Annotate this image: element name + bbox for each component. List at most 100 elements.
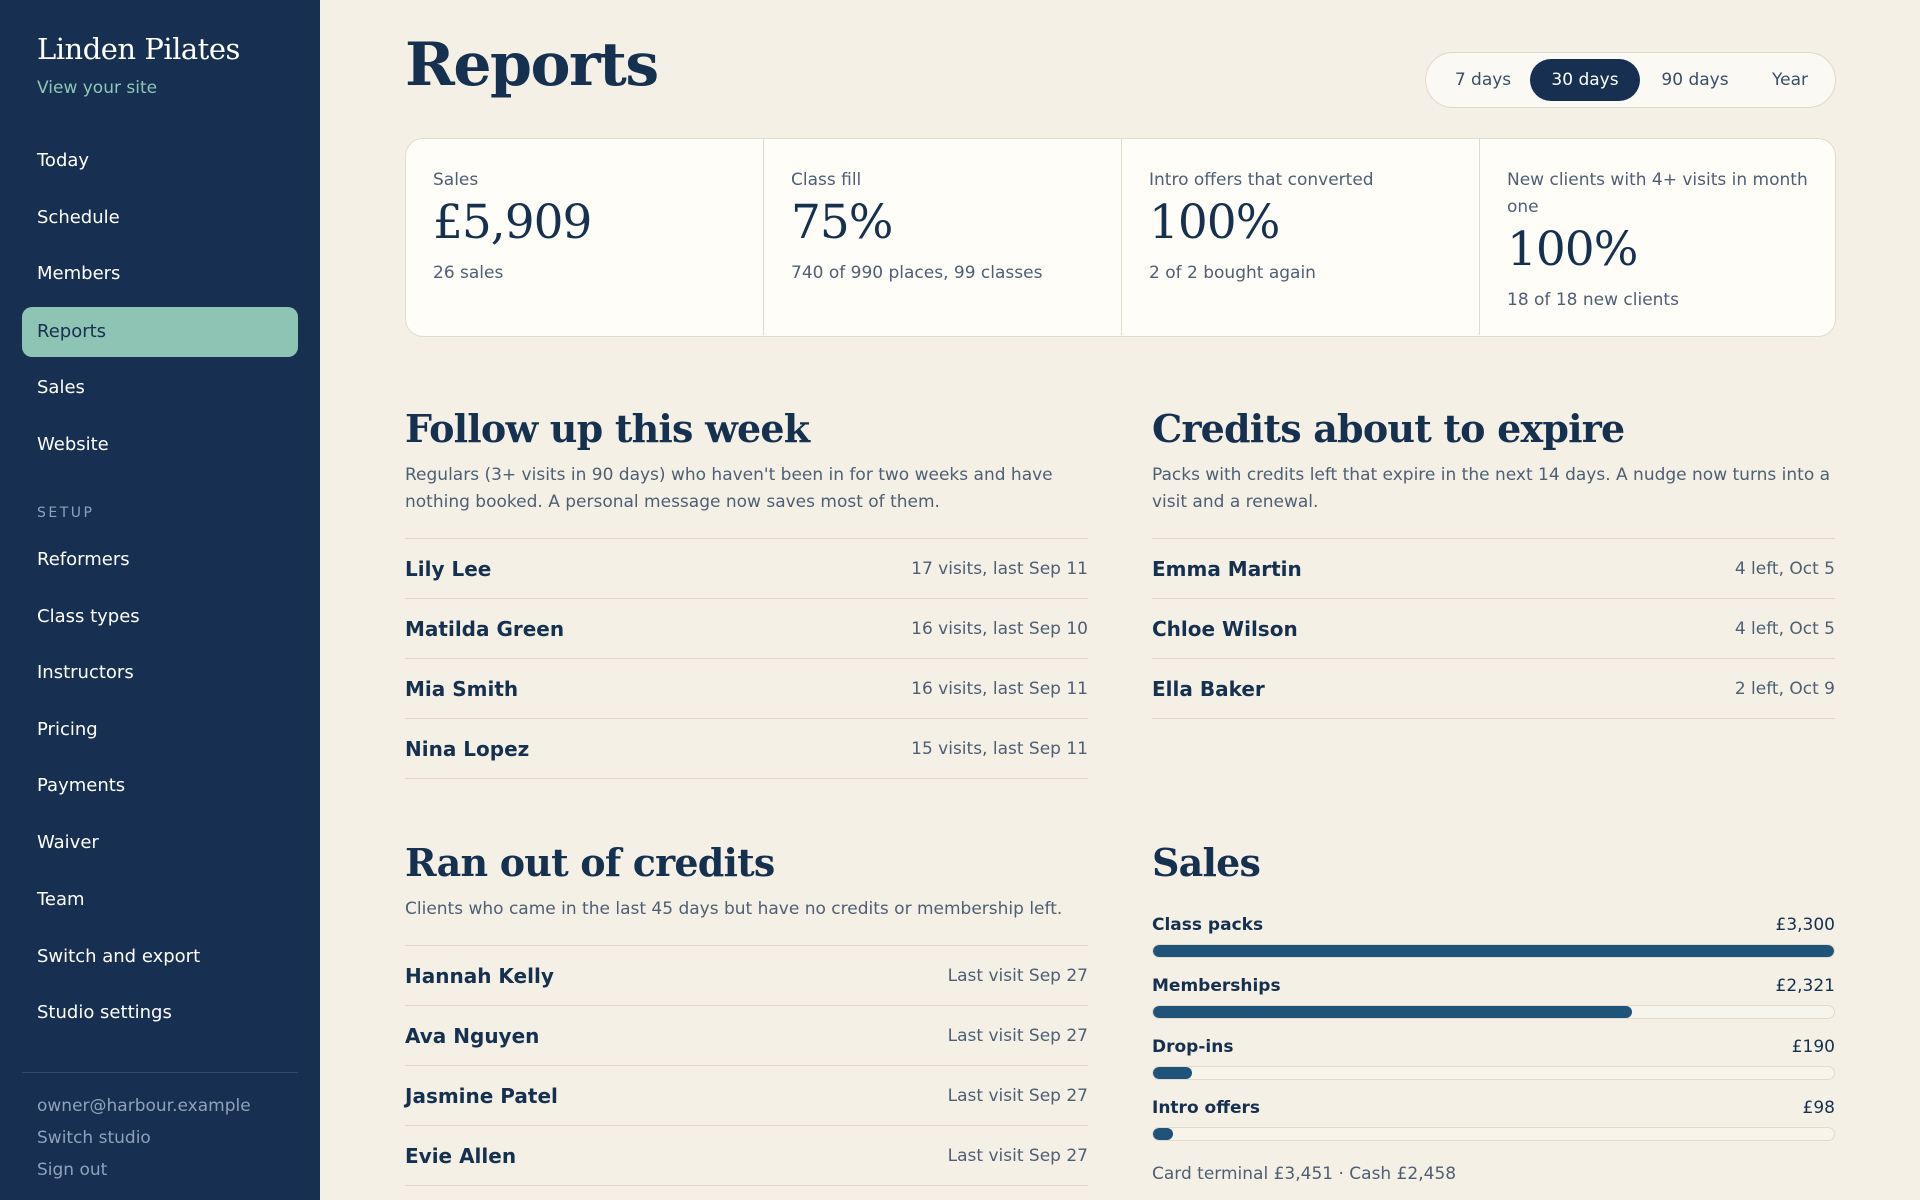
- stats-card: Sales £5,909 26 sales Class fill 75% 740…: [405, 138, 1836, 337]
- sales-bar-track: [1152, 1066, 1835, 1080]
- nav-item-studio-settings[interactable]: Studio settings: [37, 1002, 172, 1023]
- stat-sub: 18 of 18 new clients: [1507, 290, 1679, 310]
- nav-item-switch-and-export[interactable]: Switch and export: [37, 946, 201, 967]
- range-7-days[interactable]: 7 days: [1454, 70, 1512, 90]
- sales-amount: £3,300: [1775, 915, 1835, 935]
- nav-item-reports[interactable]: Reports: [22, 307, 298, 357]
- client-meta: Last visit Sep 27: [947, 1145, 1088, 1166]
- list-item[interactable]: Nina Lopez 15 visits, last Sep 11: [405, 719, 1088, 779]
- follow-up-list: Lily Lee 17 visits, last Sep 11 Matilda G…: [405, 538, 1088, 779]
- sales-item-intro-offers: Intro offers £98: [1152, 1095, 1835, 1156]
- account-email: owner@harbour.example: [37, 1096, 251, 1116]
- client-name: Mia Smith: [405, 676, 519, 701]
- list-item[interactable]: Ella Baker 2 left, Oct 9: [1152, 659, 1835, 719]
- stat-value: 75%: [791, 195, 893, 250]
- sales-amount: £2,321: [1775, 976, 1835, 996]
- sales-category: Drop-ins: [1152, 1037, 1234, 1057]
- ran-out-list: Hannah Kelly Last visit Sep 27 Ava Nguyen…: [405, 945, 1088, 1186]
- sales-breakdown: Class packs £3,300 Memberships £2,321 Drop…: [1152, 912, 1835, 1156]
- client-name: Ella Baker: [1152, 676, 1265, 701]
- sales-item-drop-ins: Drop-ins £190: [1152, 1034, 1835, 1095]
- expiring-desc: Packs with credits left that expire in t…: [1152, 465, 1831, 512]
- sales-bar-fill: [1153, 1006, 1632, 1018]
- nav-item-pricing[interactable]: Pricing: [37, 719, 98, 740]
- sales-bar-fill: [1153, 1128, 1174, 1140]
- sidebar-divider: [22, 1072, 298, 1073]
- sales-category: Memberships: [1152, 976, 1281, 996]
- client-meta: Last visit Sep 27: [947, 1085, 1088, 1106]
- nav-item-instructors[interactable]: Instructors: [37, 662, 134, 683]
- nav-item-team[interactable]: Team: [37, 889, 85, 910]
- client-meta: 4 left, Oct 5: [1734, 558, 1835, 579]
- client-name: Ava Nguyen: [405, 1023, 540, 1048]
- follow-up-title: Follow up this week: [405, 406, 810, 451]
- client-meta: Last visit Sep 27: [947, 965, 1088, 986]
- range-year[interactable]: Year: [1772, 70, 1808, 90]
- expiring-title: Credits about to expire: [1152, 406, 1625, 451]
- list-item[interactable]: Lily Lee 17 visits, last Sep 11: [405, 539, 1088, 599]
- stat-sub: 26 sales: [433, 263, 504, 283]
- nav-item-waiver[interactable]: Waiver: [37, 832, 99, 853]
- page-title: Reports: [405, 30, 659, 100]
- nav-item-website[interactable]: Website: [37, 434, 109, 455]
- client-meta: 2 left, Oct 9: [1734, 678, 1835, 699]
- list-item[interactable]: Emma Martin 4 left, Oct 5: [1152, 539, 1835, 599]
- ran-out-desc: Clients who came in the last 45 days but…: [405, 899, 1063, 919]
- stat-class-fill: Class fill 75% 740 of 990 places, 99 cla…: [763, 139, 1120, 335]
- expiring-list: Emma Martin 4 left, Oct 5 Chloe Wilson 4 l…: [1152, 538, 1835, 719]
- follow-up-desc: Regulars (3+ visits in 90 days) who have…: [405, 465, 1053, 512]
- sales-amount: £98: [1802, 1098, 1835, 1118]
- nav-item-class-types[interactable]: Class types: [37, 606, 140, 627]
- client-name: Lily Lee: [405, 556, 492, 581]
- list-item[interactable]: Matilda Green 16 visits, last Sep 10: [405, 599, 1088, 659]
- client-name: Jasmine Patel: [405, 1083, 558, 1108]
- list-item[interactable]: Evie Allen Last visit Sep 27: [405, 1126, 1088, 1186]
- sales-category: Class packs: [1152, 915, 1264, 935]
- sales-category: Intro offers: [1152, 1098, 1261, 1118]
- list-item[interactable]: Chloe Wilson 4 left, Oct 5: [1152, 599, 1835, 659]
- sign-out-link[interactable]: Sign out: [37, 1160, 108, 1180]
- nav-item-schedule[interactable]: Schedule: [37, 207, 120, 228]
- list-item[interactable]: Mia Smith 16 visits, last Sep 11: [405, 659, 1088, 719]
- client-name: Matilda Green: [405, 616, 565, 641]
- stat-label: New clients with 4+ visits in month one: [1507, 170, 1808, 217]
- range-90-days[interactable]: 90 days: [1661, 70, 1729, 90]
- sales-title: Sales: [1152, 840, 1261, 885]
- studio-name: Linden Pilates: [37, 32, 240, 66]
- view-site-link[interactable]: View your site: [37, 78, 158, 98]
- stat-sales: Sales £5,909 26 sales: [406, 139, 763, 335]
- range-30-days[interactable]: 30 days: [1530, 59, 1640, 101]
- client-meta: 15 visits, last Sep 11: [911, 738, 1088, 759]
- nav-item-today[interactable]: Today: [37, 150, 90, 171]
- sales-amount: £190: [1791, 1037, 1835, 1057]
- stat-sub: 2 of 2 bought again: [1149, 263, 1316, 283]
- switch-studio-link[interactable]: Switch studio: [37, 1128, 151, 1148]
- payment-method-summary: Card terminal £3,451 · Cash £2,458: [1152, 1164, 1457, 1184]
- client-meta: 16 visits, last Sep 10: [911, 618, 1088, 639]
- date-range-toggle: 7 days 30 days 90 days Year: [1425, 52, 1836, 108]
- stat-value: 100%: [1149, 195, 1280, 250]
- sales-bar-track: [1152, 1127, 1835, 1141]
- setup-section-label: SETUP: [37, 505, 95, 521]
- list-item[interactable]: Ava Nguyen Last visit Sep 27: [405, 1006, 1088, 1066]
- nav-item-reformers[interactable]: Reformers: [37, 549, 130, 570]
- sidebar: Linden Pilates View your site Today Sche…: [0, 0, 320, 1200]
- stat-label: Intro offers that converted: [1149, 170, 1374, 190]
- client-meta: 17 visits, last Sep 11: [911, 558, 1088, 579]
- nav-item-payments[interactable]: Payments: [37, 775, 126, 796]
- sales-item-class-packs: Class packs £3,300: [1152, 912, 1835, 973]
- stat-value: 100%: [1507, 222, 1638, 277]
- client-name: Evie Allen: [405, 1143, 517, 1168]
- client-meta: Last visit Sep 27: [947, 1025, 1088, 1046]
- client-meta: 4 left, Oct 5: [1734, 618, 1835, 639]
- client-name: Nina Lopez: [405, 736, 530, 761]
- sales-bar-fill: [1153, 1067, 1193, 1079]
- client-name: Hannah Kelly: [405, 963, 554, 988]
- client-meta: 16 visits, last Sep 11: [911, 678, 1088, 699]
- client-name: Emma Martin: [1152, 556, 1302, 581]
- list-item[interactable]: Hannah Kelly Last visit Sep 27: [405, 946, 1088, 1006]
- nav-item-members[interactable]: Members: [37, 263, 121, 284]
- stat-value: £5,909: [433, 195, 592, 250]
- list-item[interactable]: Jasmine Patel Last visit Sep 27: [405, 1066, 1088, 1126]
- nav-item-sales[interactable]: Sales: [37, 377, 85, 398]
